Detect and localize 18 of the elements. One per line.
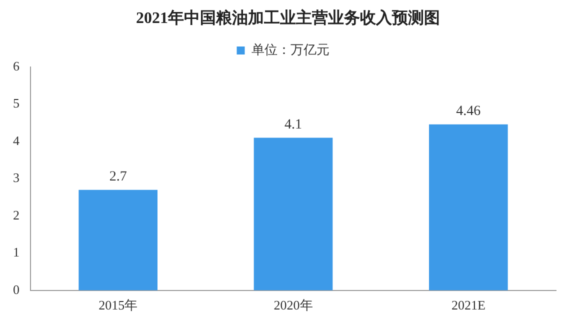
y-tick-label: 0	[13, 282, 20, 297]
x-tick-label: 2021E	[451, 298, 486, 313]
data-label: 4.46	[456, 104, 481, 120]
y-tick-label: 6	[13, 58, 20, 74]
x-tick-label: 2020年	[274, 298, 313, 313]
bar	[429, 124, 508, 290]
legend-label: 单位：万亿元	[251, 42, 330, 58]
bar	[78, 190, 158, 290]
y-tick-label: 3	[13, 170, 20, 186]
y-tick-label: 2	[13, 207, 20, 222]
y-tick-label: 4	[13, 132, 20, 148]
chart-title: 2021年中国粮油加工业主营业务收入预测图	[135, 8, 441, 29]
data-label: 2.7	[109, 170, 127, 185]
y-tick-label: 5	[13, 96, 20, 111]
bar	[254, 138, 333, 290]
data-label: 4.1	[284, 117, 302, 132]
y-tick-label: 1	[13, 244, 20, 260]
x-tick-label: 2015年	[98, 298, 138, 313]
